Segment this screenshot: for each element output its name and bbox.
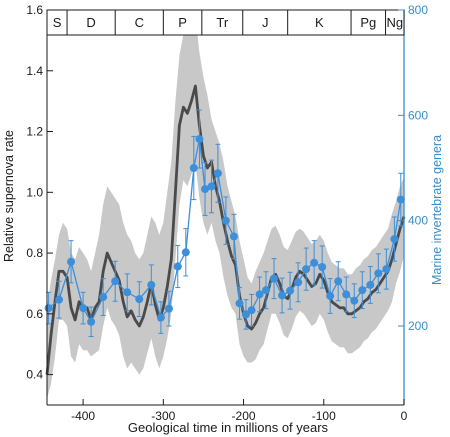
period-label: D bbox=[86, 15, 95, 30]
genera-point bbox=[173, 262, 182, 271]
period-label: Pg bbox=[360, 15, 376, 30]
genera-point bbox=[221, 216, 230, 225]
genera-point bbox=[79, 304, 88, 313]
genera-point bbox=[213, 169, 222, 178]
genera-point bbox=[350, 296, 359, 305]
genera-point bbox=[310, 258, 319, 267]
period-label: S bbox=[53, 15, 62, 30]
period-strip: S D C P Tr J K Pg Ng bbox=[46, 9, 405, 36]
genera-point bbox=[396, 195, 405, 204]
genera-point bbox=[318, 263, 327, 272]
genera-point bbox=[181, 248, 190, 257]
genera-point bbox=[241, 310, 250, 319]
genera-point bbox=[302, 265, 311, 274]
genera-point bbox=[99, 293, 108, 302]
genera-point bbox=[342, 290, 351, 299]
genera-point bbox=[123, 288, 132, 297]
genera-point bbox=[286, 286, 295, 295]
genera-point bbox=[156, 313, 165, 322]
y-tick-label-right: 200 bbox=[408, 319, 428, 333]
genera-point bbox=[147, 280, 156, 289]
y-axis-label-right: Marine invertebrate genera bbox=[430, 135, 444, 285]
genera-series-layer bbox=[44, 109, 405, 338]
ticks-layer: -400 -300 -200 -100 0 0.4 0.6 0.8 1.0 1.2 1.4 1.6 20… bbox=[26, 3, 428, 423]
y-tick-label-left: 0.4 bbox=[26, 368, 43, 382]
genera-point bbox=[374, 269, 383, 278]
genera-point bbox=[334, 277, 343, 286]
genera-point bbox=[278, 291, 287, 300]
genera-point bbox=[247, 306, 256, 315]
genera-point bbox=[262, 286, 271, 295]
x-tick-label: -100 bbox=[312, 409, 336, 423]
genera-point bbox=[44, 304, 53, 313]
genera-point bbox=[67, 257, 76, 266]
genera-point bbox=[358, 286, 367, 295]
period-label: C bbox=[135, 15, 144, 30]
y-tick-label-left: 1.4 bbox=[26, 64, 43, 78]
y-tick-label-left: 0.8 bbox=[26, 246, 43, 260]
period-strip-box bbox=[46, 9, 405, 36]
genera-point bbox=[326, 291, 335, 300]
genera-point bbox=[164, 304, 173, 313]
y-axis-label-left: Relative supernova rate bbox=[2, 130, 16, 262]
genera-point bbox=[382, 265, 391, 274]
genera-point bbox=[111, 277, 120, 286]
genera-point bbox=[207, 182, 216, 191]
x-tick-label: 0 bbox=[401, 409, 408, 423]
y-tick-label-right: 600 bbox=[408, 108, 428, 122]
genera-point bbox=[366, 280, 375, 289]
y-tick-label-left: 1.2 bbox=[26, 125, 43, 139]
genera-point bbox=[229, 232, 238, 241]
y-tick-label-left: 1.0 bbox=[26, 185, 43, 199]
period-label: K bbox=[315, 15, 324, 30]
genera-point bbox=[189, 164, 198, 172]
period-label: J bbox=[262, 15, 269, 30]
genera-point bbox=[255, 290, 264, 299]
x-tick-label: -300 bbox=[151, 409, 175, 423]
period-label: P bbox=[178, 15, 187, 30]
genera-point bbox=[294, 278, 303, 287]
y-tick-label-right: 400 bbox=[408, 214, 428, 228]
genera-point bbox=[87, 317, 96, 326]
x-axis-label: Geological time in millions of years bbox=[128, 420, 329, 435]
period-label: Tr bbox=[216, 15, 228, 30]
period-label: Ng bbox=[386, 15, 403, 30]
y-tick-label-left: 1.6 bbox=[26, 3, 43, 17]
x-tick-label: -400 bbox=[71, 409, 95, 423]
genera-point bbox=[55, 295, 64, 304]
genera-point bbox=[390, 235, 399, 244]
x-tick-label: -200 bbox=[232, 409, 256, 423]
genera-point bbox=[270, 274, 279, 283]
y-tick-label-left: 0.6 bbox=[26, 307, 43, 321]
genera-point bbox=[135, 295, 144, 304]
genera-point bbox=[195, 135, 204, 144]
y-tick-label-right: 800 bbox=[408, 3, 428, 17]
genera-point bbox=[235, 299, 244, 308]
genera-point bbox=[201, 185, 210, 194]
